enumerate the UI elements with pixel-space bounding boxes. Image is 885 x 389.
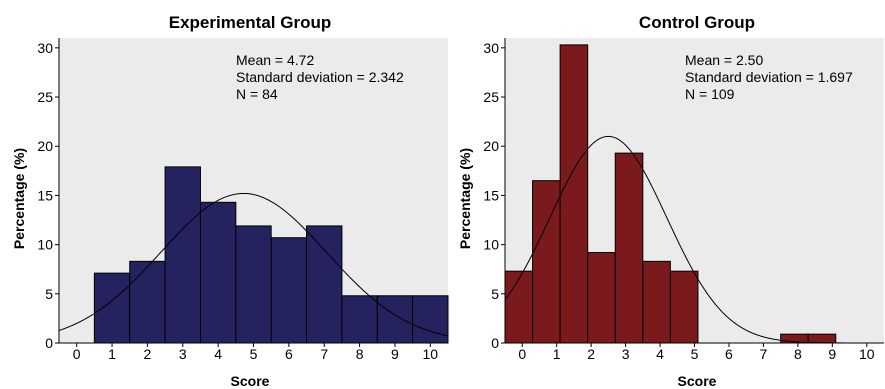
x-tick-label: 10 xyxy=(859,346,875,362)
y-tick-label: 25 xyxy=(37,89,53,105)
histogram-bar xyxy=(587,251,616,344)
histogram-bar xyxy=(559,44,589,344)
y-tick-label: 5 xyxy=(45,286,53,302)
histogram-bar xyxy=(341,295,378,344)
x-tick-label: 2 xyxy=(587,346,595,362)
histogram-bar xyxy=(235,225,272,344)
x-tick-label: 5 xyxy=(250,346,258,362)
stats-annotation: Mean = 2.50 xyxy=(685,52,763,68)
x-tick-label: 6 xyxy=(285,346,293,362)
x-tick-label: 10 xyxy=(423,346,439,362)
normal-curve xyxy=(58,192,449,337)
y-tick-label: 0 xyxy=(491,335,499,351)
x-tick-label: 4 xyxy=(656,346,664,362)
x-tick-label: 9 xyxy=(828,346,836,362)
stats-annotation: N = 109 xyxy=(685,86,735,102)
x-tick-label: 4 xyxy=(214,346,222,362)
x-tick-label: 7 xyxy=(760,346,768,362)
histogram-bar xyxy=(270,237,308,344)
histogram-bar xyxy=(807,333,837,344)
x-tick-label: 8 xyxy=(356,346,364,362)
x-axis-label: Score xyxy=(231,373,270,389)
y-tick-label: 20 xyxy=(37,138,53,154)
x-tick-label: 0 xyxy=(73,346,81,362)
histogram-bar xyxy=(129,260,166,344)
x-tick-label: 6 xyxy=(725,346,733,362)
x-tick-label: 8 xyxy=(794,346,802,362)
x-tick-label: 1 xyxy=(108,346,116,362)
y-tick-label: 15 xyxy=(483,187,499,203)
y-tick-label: 30 xyxy=(37,40,53,56)
x-axis-label: Score xyxy=(678,373,717,389)
histogram-bar xyxy=(306,225,343,344)
y-tick-label: 5 xyxy=(491,286,499,302)
histogram-bar xyxy=(669,270,699,344)
histogram-bar xyxy=(504,270,534,344)
y-tick-label: 20 xyxy=(483,138,499,154)
x-tick-label: 7 xyxy=(320,346,328,362)
stats-annotation: Standard deviation = 1.697 xyxy=(685,69,853,85)
histogram-bar xyxy=(376,295,414,344)
chart-title: Control Group xyxy=(639,13,755,32)
x-tick-label: 1 xyxy=(553,346,561,362)
chart-title: Experimental Group xyxy=(169,13,331,32)
y-tick-label: 30 xyxy=(483,40,499,56)
x-tick-label: 2 xyxy=(144,346,152,362)
x-tick-label: 3 xyxy=(179,346,187,362)
y-tick-label: 10 xyxy=(483,237,499,253)
x-tick-label: 5 xyxy=(691,346,699,362)
histogram-bar xyxy=(199,201,237,344)
x-tick-label: 0 xyxy=(518,346,526,362)
histogram-bar xyxy=(164,166,201,344)
stats-annotation: Mean = 4.72 xyxy=(236,52,314,68)
x-tick-label: 9 xyxy=(391,346,399,362)
y-axis-label: Percentage (%) xyxy=(11,148,27,249)
histogram-bar xyxy=(412,295,449,344)
y-tick-label: 0 xyxy=(45,335,53,351)
y-tick-label: 10 xyxy=(37,237,53,253)
histogram-bar xyxy=(642,260,671,344)
histogram-bar xyxy=(614,152,644,344)
chart-panel-1: 0 5 10 15 20 25 30 0 1 2 3 4 5 6 7 8 9 10 Experimental Gro… xyxy=(11,13,449,389)
stats-annotation: Standard deviation = 2.342 xyxy=(236,69,404,85)
x-tick-label: 3 xyxy=(622,346,630,362)
stats-annotation: N = 84 xyxy=(236,86,278,102)
y-axis-label: Percentage (%) xyxy=(457,148,473,249)
y-tick-label: 25 xyxy=(483,89,499,105)
y-tick-label: 15 xyxy=(37,187,53,203)
chart-panel-2: 0 5 10 15 20 25 30 0 1 2 3 4 5 6 7 8 9 10 Control Group Sco… xyxy=(457,13,884,389)
histogram-bar xyxy=(93,272,131,344)
